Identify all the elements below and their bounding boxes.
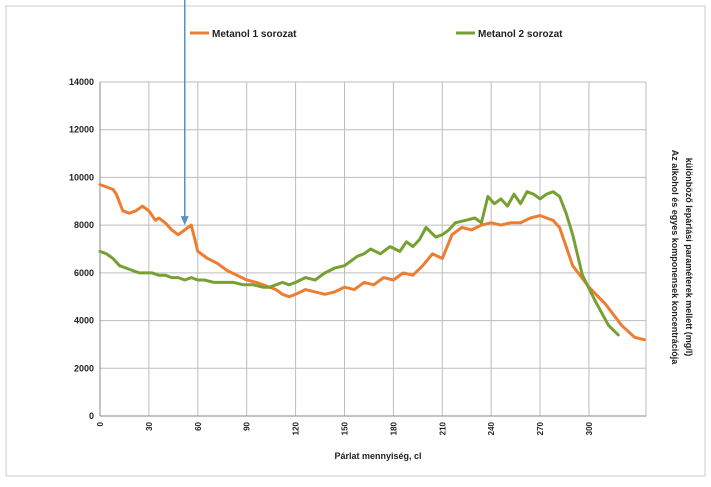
y-tick-label: 0 <box>89 411 94 421</box>
y-tick-label: 8000 <box>74 220 94 230</box>
legend-label-series-2: Metanol 2 sorozat <box>478 29 563 40</box>
x-tick-label: 150 <box>340 421 349 435</box>
y-axis-title: Az alkohol és egyes komponensek koncentr… <box>670 150 694 366</box>
series-line-2 <box>98 190 620 337</box>
y-tick-label: 12000 <box>69 125 94 135</box>
x-tick-label: 240 <box>487 421 496 435</box>
y-tick-label: 2000 <box>74 363 94 373</box>
grid <box>99 81 647 417</box>
x-tick-label: 0 <box>96 421 105 426</box>
legend: Metanol 1 sorozat Metanol 2 sorozat <box>190 29 563 40</box>
tick-labels: 0 2000 4000 6000 8000 10000 12000 14000 0 30 60 90 1… <box>69 77 594 435</box>
y-axis-title-line-2: különböző lepárlási paraméterek mellett … <box>684 158 694 357</box>
x-tick-label: 270 <box>536 421 545 435</box>
arrow-head <box>180 216 189 226</box>
x-tick-label: 90 <box>243 421 252 430</box>
y-axis-title-line-1: Az alkohol és egyes komponensek koncentr… <box>670 150 680 366</box>
x-tick-label: 60 <box>194 421 203 430</box>
legend-label-series-1: Metanol 1 sorozat <box>212 29 297 40</box>
annotation-arrow <box>180 0 189 226</box>
x-tick-label: 210 <box>438 421 447 435</box>
x-axis-title: Párlat mennyiség, cl <box>334 451 421 461</box>
x-tick-label: 120 <box>292 421 301 435</box>
y-tick-label: 6000 <box>74 268 94 278</box>
x-tick-label: 300 <box>585 421 594 435</box>
chart-background <box>5 5 706 477</box>
series-lines <box>98 183 646 342</box>
y-tick-label: 10000 <box>69 172 94 182</box>
x-tick-label: 180 <box>389 421 398 435</box>
series-line-1 <box>98 183 646 342</box>
y-tick-label: 4000 <box>74 316 94 326</box>
y-tick-label: 14000 <box>69 77 94 87</box>
x-tick-label: 30 <box>145 421 154 430</box>
